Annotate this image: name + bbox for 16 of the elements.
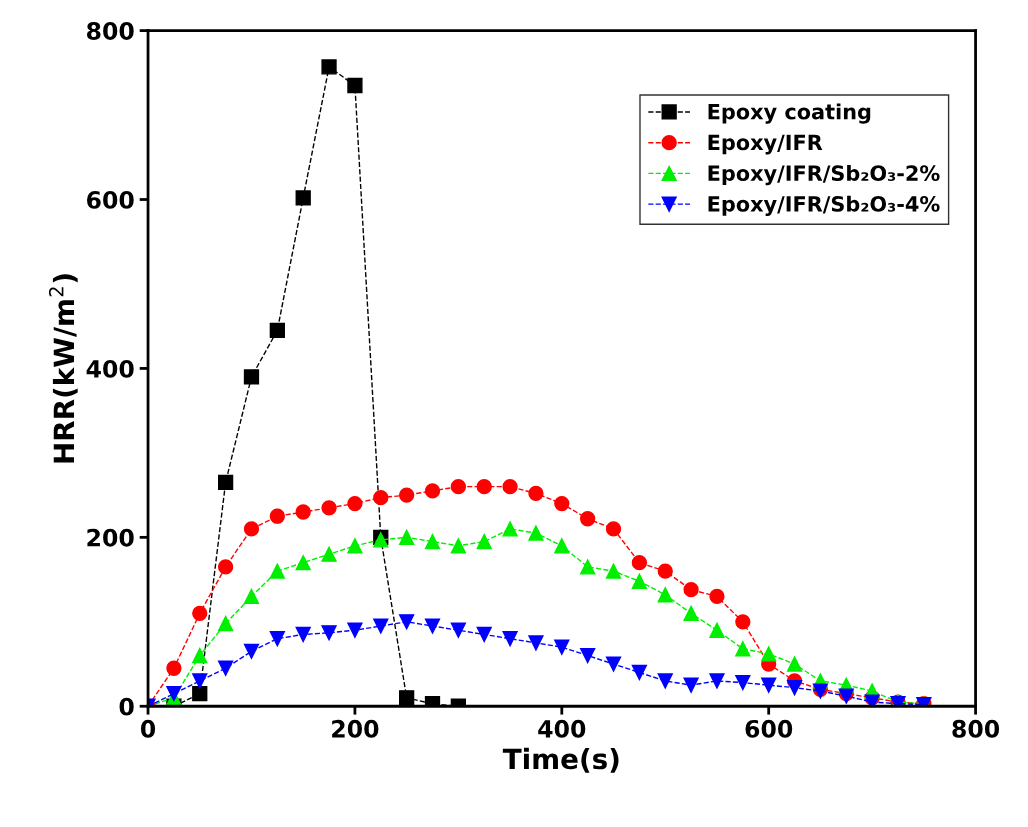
y-tick-label: 800 (87, 22, 134, 40)
y-tick-label: 400 (86, 359, 134, 378)
x-tick-label: 400 (538, 719, 586, 738)
x-axis-title: Time(s) (502, 747, 619, 773)
y-tick-label: 600 (87, 190, 134, 209)
x-tick-label: 800 (952, 719, 1000, 738)
x-tick-label: 600 (745, 719, 793, 738)
y-tick-label: 200 (87, 528, 134, 547)
legend-label: Epoxy/IFR (708, 134, 823, 155)
y-tick-label: 0 (119, 697, 134, 716)
legend-label: Epoxy/IFR/Sb₂O₃-2% (708, 164, 940, 186)
legend-label: Epoxy coating (708, 103, 871, 124)
x-tick-label: 200 (332, 719, 379, 738)
legend-label: Epoxy/IFR/Sb₂O₃-4% (708, 195, 940, 216)
y-axis-title: HRR(kW/m$^{2}$) (48, 274, 78, 463)
x-tick-label: 0 (140, 719, 156, 738)
